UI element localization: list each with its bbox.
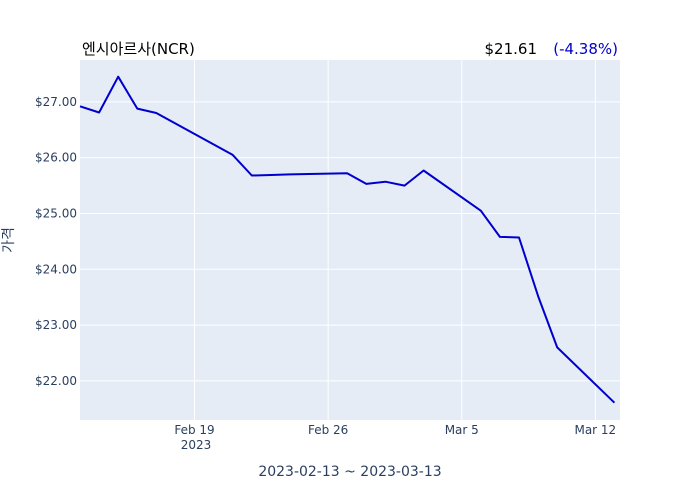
plot-background (80, 60, 620, 420)
series-layer (79, 75, 616, 404)
x-tick-label: Feb 19 (174, 423, 214, 437)
chart-title: 엔시아르사(NCR) (82, 40, 195, 58)
y-tick-label: $24.00 (35, 262, 77, 276)
x-axis-title: 2023-02-13 ~ 2023-03-13 (258, 464, 441, 480)
x-tick-label: Feb 26 (308, 423, 348, 437)
y-tick-label: $23.00 (35, 318, 77, 332)
price-text: $21.61 (485, 40, 538, 58)
y-axis-title: 가격 (1, 227, 17, 253)
x-tick-label: Mar 5 (445, 423, 479, 437)
x-axis-year-label: 2023 (181, 438, 212, 452)
price-line (79, 75, 616, 404)
change-percent-text: (-4.38%) (553, 40, 618, 58)
x-axis-ticks: Feb 19 Feb 26 Mar 5 Mar 12 (174, 423, 616, 437)
y-tick-label: $25.00 (35, 206, 77, 220)
y-tick-label: $26.00 (35, 151, 77, 165)
y-tick-label: $22.00 (35, 374, 77, 388)
y-axis-ticks: $22.00 $23.00 $24.00 $25.00 $26.00 $27.00 (35, 95, 77, 388)
grid-lines (80, 60, 620, 420)
x-tick-label: Mar 12 (574, 423, 616, 437)
y-tick-label: $27.00 (35, 95, 77, 109)
